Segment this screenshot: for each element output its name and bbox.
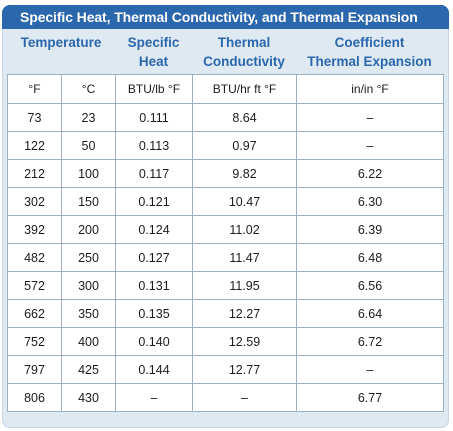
cell-celsius: 400: [61, 327, 116, 356]
cell-celsius: 50: [61, 131, 116, 160]
cell-thermal-conductivity: 12.27: [192, 299, 297, 328]
cell-thermal-conductivity: 12.59: [192, 327, 297, 356]
cell-thermal-conductivity: 8.64: [192, 103, 297, 132]
cell-specific-heat: 0.121: [115, 187, 193, 216]
cell-thermal-expansion: –: [296, 103, 444, 132]
cell-thermal-conductivity: 9.82: [192, 159, 297, 188]
cell-celsius: 200: [61, 215, 116, 244]
cell-thermal-conductivity: 11.95: [192, 271, 297, 300]
cell-fahrenheit: 302: [7, 187, 62, 216]
cell-thermal-expansion: 6.39: [296, 215, 444, 244]
cell-specific-heat: 0.117: [115, 159, 193, 188]
cell-celsius: 430: [61, 383, 116, 412]
cell-fahrenheit: 797: [7, 355, 62, 384]
header-temperature: Temperature: [20, 35, 102, 50]
unit-thermal-expansion: in/in °F: [296, 74, 444, 104]
unit-celsius: °C: [61, 74, 116, 104]
cell-specific-heat: 0.131: [115, 271, 193, 300]
cell-specific-heat: 0.111: [115, 103, 193, 132]
cell-celsius: 425: [61, 355, 116, 384]
cell-specific-heat: 0.144: [115, 355, 193, 384]
cell-fahrenheit: 482: [7, 243, 62, 272]
table-row: 752 400 0.140 12.59 6.72: [7, 327, 444, 356]
cell-thermal-expansion: 6.64: [296, 299, 444, 328]
table-row: 392 200 0.124 11.02 6.39: [7, 215, 444, 244]
cell-fahrenheit: 752: [7, 327, 62, 356]
cell-thermal-conductivity: 10.47: [192, 187, 297, 216]
cell-fahrenheit: 212: [7, 159, 62, 188]
cell-specific-heat: 0.127: [115, 243, 193, 272]
table-row: 482 250 0.127 11.47 6.48: [7, 243, 444, 272]
cell-specific-heat: 0.140: [115, 327, 193, 356]
table-row: 73 23 0.111 8.64–: [7, 103, 444, 132]
cell-fahrenheit: 806: [7, 383, 62, 412]
units-row: °F °C BTU/lb °F BTU/hr ft °F in/in °F: [7, 74, 444, 104]
cell-thermal-conductivity: 0.97: [192, 131, 297, 160]
cell-specific-heat: 0.135: [115, 299, 193, 328]
header-coefficient: Coefficient Thermal Expansion: [296, 33, 443, 71]
header-specific-heat-line1: Specific: [127, 35, 180, 50]
cell-celsius: 250: [61, 243, 116, 272]
cell-fahrenheit: 662: [7, 299, 62, 328]
cell-thermal-expansion: –: [296, 355, 444, 384]
cell-thermal-expansion: 6.30: [296, 187, 444, 216]
unit-specific-heat: BTU/lb °F: [115, 74, 193, 104]
header-thermal-conductivity: Thermal Conductivity: [192, 33, 296, 71]
table-row: 662 350 0.135 12.27 6.64: [7, 299, 444, 328]
cell-thermal-expansion: 6.72: [296, 327, 444, 356]
table-row: 806 430– –6.77: [7, 383, 444, 412]
cell-thermal-conductivity: 12.77: [192, 355, 297, 384]
cell-celsius: 23: [61, 103, 116, 132]
unit-fahrenheit: °F: [7, 74, 62, 104]
data-table: °F °C BTU/lb °F BTU/hr ft °F in/in °F 73…: [7, 74, 444, 412]
cell-thermal-expansion: 6.77: [296, 383, 444, 412]
header-coefficient-line1: Coefficient: [334, 35, 405, 50]
header-coefficient-line2: Thermal Expansion: [307, 54, 432, 69]
cell-celsius: 150: [61, 187, 116, 216]
cell-thermal-expansion: –: [296, 131, 444, 160]
table-row: 122 50 0.113 0.97–: [7, 131, 444, 160]
table-row: 302 150 0.121 10.47 6.30: [7, 187, 444, 216]
header-thermal-conductivity-line2: Conductivity: [203, 54, 285, 69]
cell-thermal-expansion: 6.56: [296, 271, 444, 300]
table-row: 212 100 0.117 9.82 6.22: [7, 159, 444, 188]
cell-celsius: 100: [61, 159, 116, 188]
cell-fahrenheit: 122: [7, 131, 62, 160]
table-row: 797 425 0.144 12.77–: [7, 355, 444, 384]
cell-fahrenheit: 73: [7, 103, 62, 132]
cell-fahrenheit: 392: [7, 215, 62, 244]
cell-specific-heat: –: [115, 383, 193, 412]
cell-specific-heat: 0.113: [115, 131, 193, 160]
cell-celsius: 350: [61, 299, 116, 328]
unit-thermal-conductivity: BTU/hr ft °F: [192, 74, 297, 104]
cell-thermal-conductivity: –: [192, 383, 297, 412]
cell-thermal-conductivity: 11.47: [192, 243, 297, 272]
table-title: Specific Heat, Thermal Conductivity, and…: [2, 5, 449, 29]
header-specific-heat-line2: Heat: [138, 54, 169, 69]
cell-specific-heat: 0.124: [115, 215, 193, 244]
cell-thermal-expansion: 6.22: [296, 159, 444, 188]
cell-thermal-expansion: 6.48: [296, 243, 444, 272]
cell-fahrenheit: 572: [7, 271, 62, 300]
cell-celsius: 300: [61, 271, 116, 300]
table-row: 572 300 0.131 11.95 6.56: [7, 271, 444, 300]
header-specific-heat: Specific Heat: [115, 33, 192, 71]
cell-thermal-conductivity: 11.02: [192, 215, 297, 244]
header-thermal-conductivity-line1: Thermal: [217, 35, 271, 50]
